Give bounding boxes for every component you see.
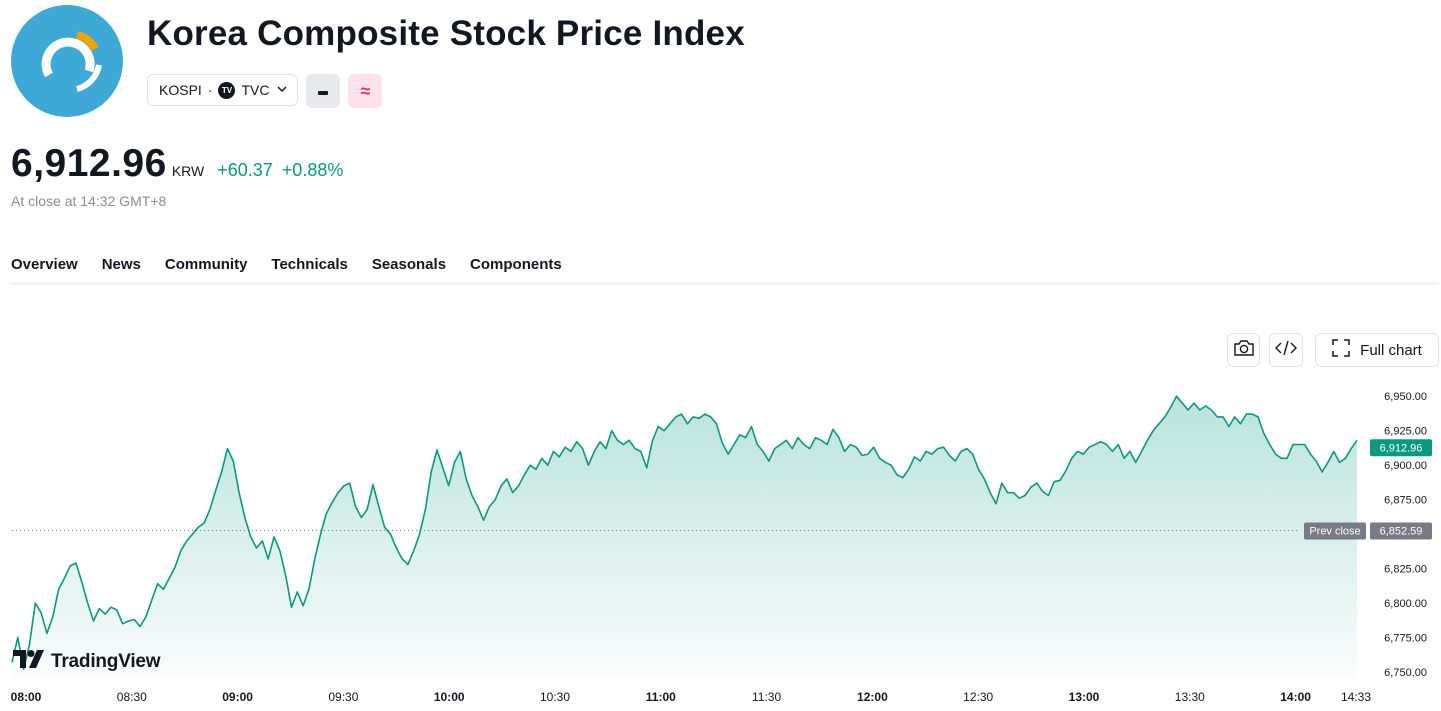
- prev-close-badge: [1370, 522, 1432, 540]
- x-axis-tick-label: 11:30: [752, 690, 781, 704]
- tab-overview[interactable]: Overview: [11, 256, 78, 285]
- chevron-down-icon: [277, 84, 287, 96]
- y-axis-tick-label: 6,775.00: [1384, 633, 1427, 645]
- x-axis-tick-label: 13:30: [1175, 690, 1205, 704]
- y-axis-tick-label: 6,825.00: [1384, 564, 1427, 576]
- x-axis-tick-label: 11:00: [646, 690, 676, 704]
- price-change: +60.37: [217, 160, 273, 180]
- tab-components[interactable]: Components: [470, 256, 562, 273]
- y-axis-tick-label: 6,875.00: [1384, 495, 1427, 507]
- x-axis-tick-label: 10:00: [434, 690, 465, 704]
- currency-label: KRW: [171, 163, 205, 179]
- section-tabs: Overview News Community Technicals Seaso…: [11, 256, 562, 285]
- expand-icon: [1332, 338, 1350, 362]
- tab-community[interactable]: Community: [164, 256, 248, 273]
- tradingview-badge-icon: TV: [218, 81, 236, 99]
- code-icon: [1274, 339, 1298, 362]
- market-status-note: At close at 14:32 GMT+8: [11, 193, 167, 209]
- tabs-divider: [11, 282, 1439, 285]
- full-chart-button[interactable]: Full chart: [1315, 333, 1439, 367]
- tab-seasonals[interactable]: Seasonals: [371, 256, 447, 273]
- x-axis-tick-label: 14:00: [1280, 690, 1311, 704]
- dash-icon: [318, 82, 329, 100]
- x-axis-tick-label: 13:00: [1069, 690, 1100, 704]
- camera-icon: [1233, 339, 1255, 362]
- full-chart-label: Full chart: [1360, 341, 1422, 359]
- price-chart[interactable]: 6,950.00 6,925.00 6,900.00 6,875.00 6,825.00…: [0, 375, 1441, 711]
- x-axis-tick-label: 09:30: [328, 690, 358, 704]
- prev-close-name-label: Prev close: [1309, 526, 1360, 538]
- tradingview-logo-icon: [13, 650, 45, 673]
- approx-icon: ≈: [360, 80, 371, 101]
- x-axis-tick-label: 12:00: [857, 690, 888, 704]
- separator: ·: [207, 82, 213, 98]
- price-area-fill: [12, 396, 1357, 679]
- symbol-label: KOSPI: [159, 82, 202, 98]
- price-line: [11, 395, 1358, 670]
- x-axis-tick-label: 10:30: [540, 690, 570, 704]
- x-axis-tick-label: 09:00: [222, 690, 253, 704]
- x-axis-tick-label: 08:00: [11, 690, 42, 704]
- prev-close-badge-label: 6,852.59: [1380, 526, 1423, 538]
- symbol-exchange-selector[interactable]: KOSPI · TV TVC: [147, 74, 299, 106]
- last-price-badge: [1370, 439, 1432, 457]
- price-change-percent: +0.88%: [281, 160, 344, 180]
- tradingview-watermark: TradingView: [13, 650, 161, 673]
- y-axis-tick-label: 6,750.00: [1384, 667, 1427, 679]
- last-price: 6,912.96: [11, 142, 167, 185]
- x-axis-tick-label: 12:30: [963, 690, 993, 704]
- y-axis-tick-label: 6,950.00: [1384, 391, 1427, 403]
- kospi-logo: [11, 5, 123, 117]
- cfd-type-button[interactable]: ≈: [348, 74, 383, 108]
- last-price-badge-label: 6,912.96: [1380, 442, 1423, 454]
- tab-technicals[interactable]: Technicals: [271, 256, 348, 273]
- embed-button[interactable]: [1269, 333, 1303, 367]
- y-axis-tick-label: 6,925.00: [1384, 426, 1427, 438]
- page-title: Korea Composite Stock Price Index: [147, 14, 745, 53]
- tab-news[interactable]: News: [101, 256, 141, 273]
- index-type-button[interactable]: [306, 74, 341, 108]
- x-axis-tick-label: 14:33: [1341, 690, 1371, 704]
- tradingview-brand-name: TradingView: [51, 650, 161, 672]
- x-axis-tick-label: 08:30: [117, 690, 147, 704]
- prev-close-name-badge: [1304, 522, 1366, 540]
- y-axis-tick-label: 6,900.00: [1384, 460, 1427, 472]
- y-axis-tick-label: 6,800.00: [1384, 598, 1427, 610]
- exchange-label: TVC: [241, 82, 270, 98]
- screenshot-button[interactable]: [1227, 333, 1260, 367]
